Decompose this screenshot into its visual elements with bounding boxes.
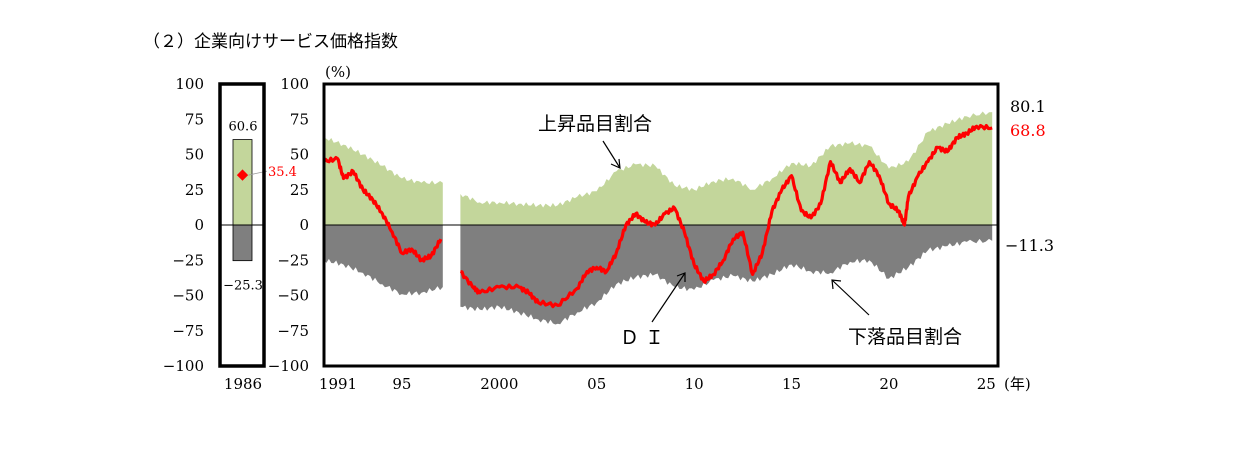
main-y-tick-label: 0 <box>299 216 309 234</box>
x-tick-label: 2000 <box>480 375 518 393</box>
label-di-1986: 35.4 <box>268 165 297 180</box>
main-y-tick-label: 50 <box>290 146 309 164</box>
area-down-segment-1 <box>324 225 443 296</box>
left-y-axis: 100 75 50 25 0 −25 −50 −75 −100 <box>163 75 204 375</box>
frame-1986 <box>218 82 266 368</box>
x-unit-label: (年) <box>1004 375 1031 393</box>
di-line-segment-2 <box>460 123 993 309</box>
x-tick-label: 10 <box>685 375 704 393</box>
di-line-segment-1 <box>322 155 443 263</box>
bar-up-1986 <box>232 139 253 226</box>
y-unit-label: (%) <box>325 63 351 81</box>
frame-main <box>322 82 1000 368</box>
chart-title: （２）企業向けサービス価格指数 <box>143 32 398 52</box>
left-y-tick-label: 50 <box>185 146 204 164</box>
arrow-up-head <box>610 158 621 169</box>
main-y-tick-label: 75 <box>290 110 309 128</box>
left-y-tick-label: 25 <box>185 181 204 199</box>
arrow-down-shaft <box>831 279 870 316</box>
area-up-segment-1 <box>324 137 443 225</box>
x-tick-label: 05 <box>587 375 606 393</box>
main-y-tick-label: −75 <box>277 322 309 340</box>
main-y-tick-label: 25 <box>290 181 309 199</box>
x-tick-label: 15 <box>782 375 801 393</box>
panel-main: 100 75 50 25 0 −25 −50 −75 −100 (%) 1991 95 2000 05… <box>268 63 1054 393</box>
left-y-tick-label: −75 <box>172 322 204 340</box>
left-y-tick-label: −25 <box>172 251 204 269</box>
main-y-tick-label: −50 <box>277 287 309 305</box>
x-tick-label: 20 <box>879 375 898 393</box>
x-tick-label: 25 <box>977 375 996 393</box>
arrow-di-shaft <box>651 272 686 323</box>
x-tick-label: 95 <box>392 375 411 393</box>
main-y-tick-label: −100 <box>268 357 309 375</box>
main-y-axis: 100 75 50 25 0 −25 −50 −75 −100 <box>268 75 309 375</box>
x-axis: 1991 95 2000 05 10 15 20 25 <box>319 375 996 393</box>
annotation-up: 上昇品目割合 <box>538 113 652 135</box>
annotation-down: 下落品目割合 <box>848 326 962 348</box>
end-label-di: 68.8 <box>1010 121 1046 140</box>
main-y-tick-label: 100 <box>280 75 309 93</box>
left-y-tick-label: 75 <box>185 110 204 128</box>
area-down-segment-2 <box>460 225 993 325</box>
category-1986: 1986 <box>224 375 262 393</box>
left-y-tick-label: 100 <box>175 75 204 93</box>
main-y-tick-label: −25 <box>277 251 309 269</box>
di-marker-1986 <box>236 169 249 181</box>
left-y-tick-label: 0 <box>194 216 204 234</box>
end-label-up: 80.1 <box>1010 97 1046 116</box>
annotation-di: ＤＩ <box>620 327 670 349</box>
bar-down-1986 <box>232 224 253 262</box>
left-y-tick-label: −50 <box>172 287 204 305</box>
arrow-down-head <box>831 279 842 290</box>
label-up-1986: 60.6 <box>229 120 258 135</box>
arrow-di-head <box>676 272 686 282</box>
x-tick-label: 1991 <box>319 375 357 393</box>
label-down-1986: −25.3 <box>223 279 263 294</box>
end-label-down: −11.3 <box>1005 236 1054 255</box>
left-y-tick-label: −100 <box>163 357 204 375</box>
area-up-segment-2 <box>460 111 993 225</box>
arrow-up-shaft <box>602 140 621 169</box>
